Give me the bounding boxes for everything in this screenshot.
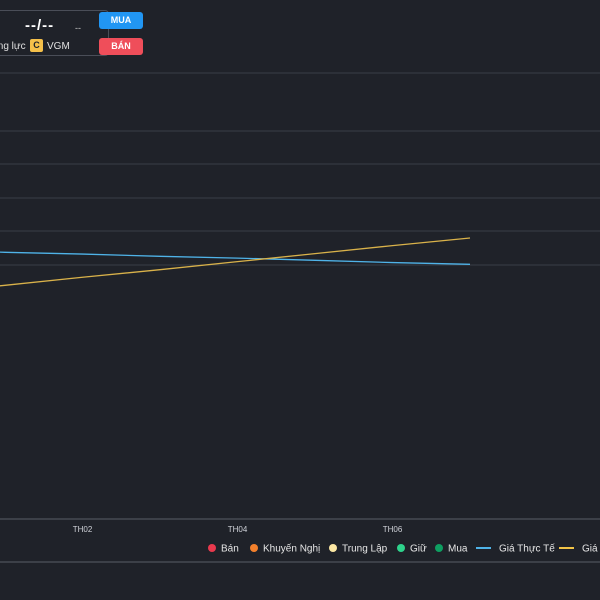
legend-item[interactable]: Giá Thực Tế bbox=[476, 543, 555, 555]
momentum-label: Động lực bbox=[0, 41, 26, 52]
legend-item[interactable]: Giữ bbox=[397, 544, 427, 555]
ticker-symbol: VGM bbox=[47, 41, 70, 52]
series-line bbox=[0, 251, 471, 265]
series-line bbox=[0, 237, 471, 287]
chart-legend: Bán Khuyến Nghị Trung Lập Giữ Mua Giá Thực Tế… bbox=[208, 543, 600, 555]
legend-marker bbox=[208, 544, 216, 552]
buy-button[interactable]: MUA bbox=[99, 12, 143, 29]
legend-item[interactable]: Giá Mục Tiêu bbox=[559, 544, 600, 555]
x-tick-label: TH04 bbox=[228, 525, 248, 534]
legend-marker bbox=[329, 544, 337, 552]
legend-item[interactable]: Trung Lập bbox=[329, 544, 388, 555]
grade-badge: C bbox=[30, 39, 43, 52]
chart-grid bbox=[0, 72, 600, 563]
stock-info-card: --/-- -- Động lực C VGM bbox=[0, 10, 109, 56]
legend-label: Mua bbox=[448, 544, 468, 555]
legend-marker bbox=[397, 544, 405, 552]
legend-label: Giá Thực Tế bbox=[499, 543, 555, 555]
price-value: --/-- bbox=[25, 17, 55, 34]
legend-item[interactable]: Bán bbox=[208, 544, 239, 555]
legend-label: Khuyến Nghị bbox=[263, 543, 320, 555]
legend-marker bbox=[435, 544, 443, 552]
legend-label: Giữ bbox=[410, 544, 427, 555]
legend-label: Giá Mục Tiêu bbox=[582, 544, 600, 555]
chart-series bbox=[0, 237, 471, 287]
legend-label: Bán bbox=[221, 544, 239, 555]
legend-item[interactable]: Khuyến Nghị bbox=[250, 543, 320, 555]
sell-button[interactable]: BÁN bbox=[99, 38, 143, 55]
x-tick-label: TH02 bbox=[73, 525, 93, 534]
x-axis-ticks: TH12TH02TH04TH06 bbox=[73, 525, 403, 534]
legend-marker bbox=[250, 544, 258, 552]
legend-label: Trung Lập bbox=[342, 544, 388, 555]
x-tick-label: TH06 bbox=[383, 525, 403, 534]
price-change: -- bbox=[75, 23, 81, 33]
legend-item[interactable]: Mua bbox=[435, 544, 468, 555]
